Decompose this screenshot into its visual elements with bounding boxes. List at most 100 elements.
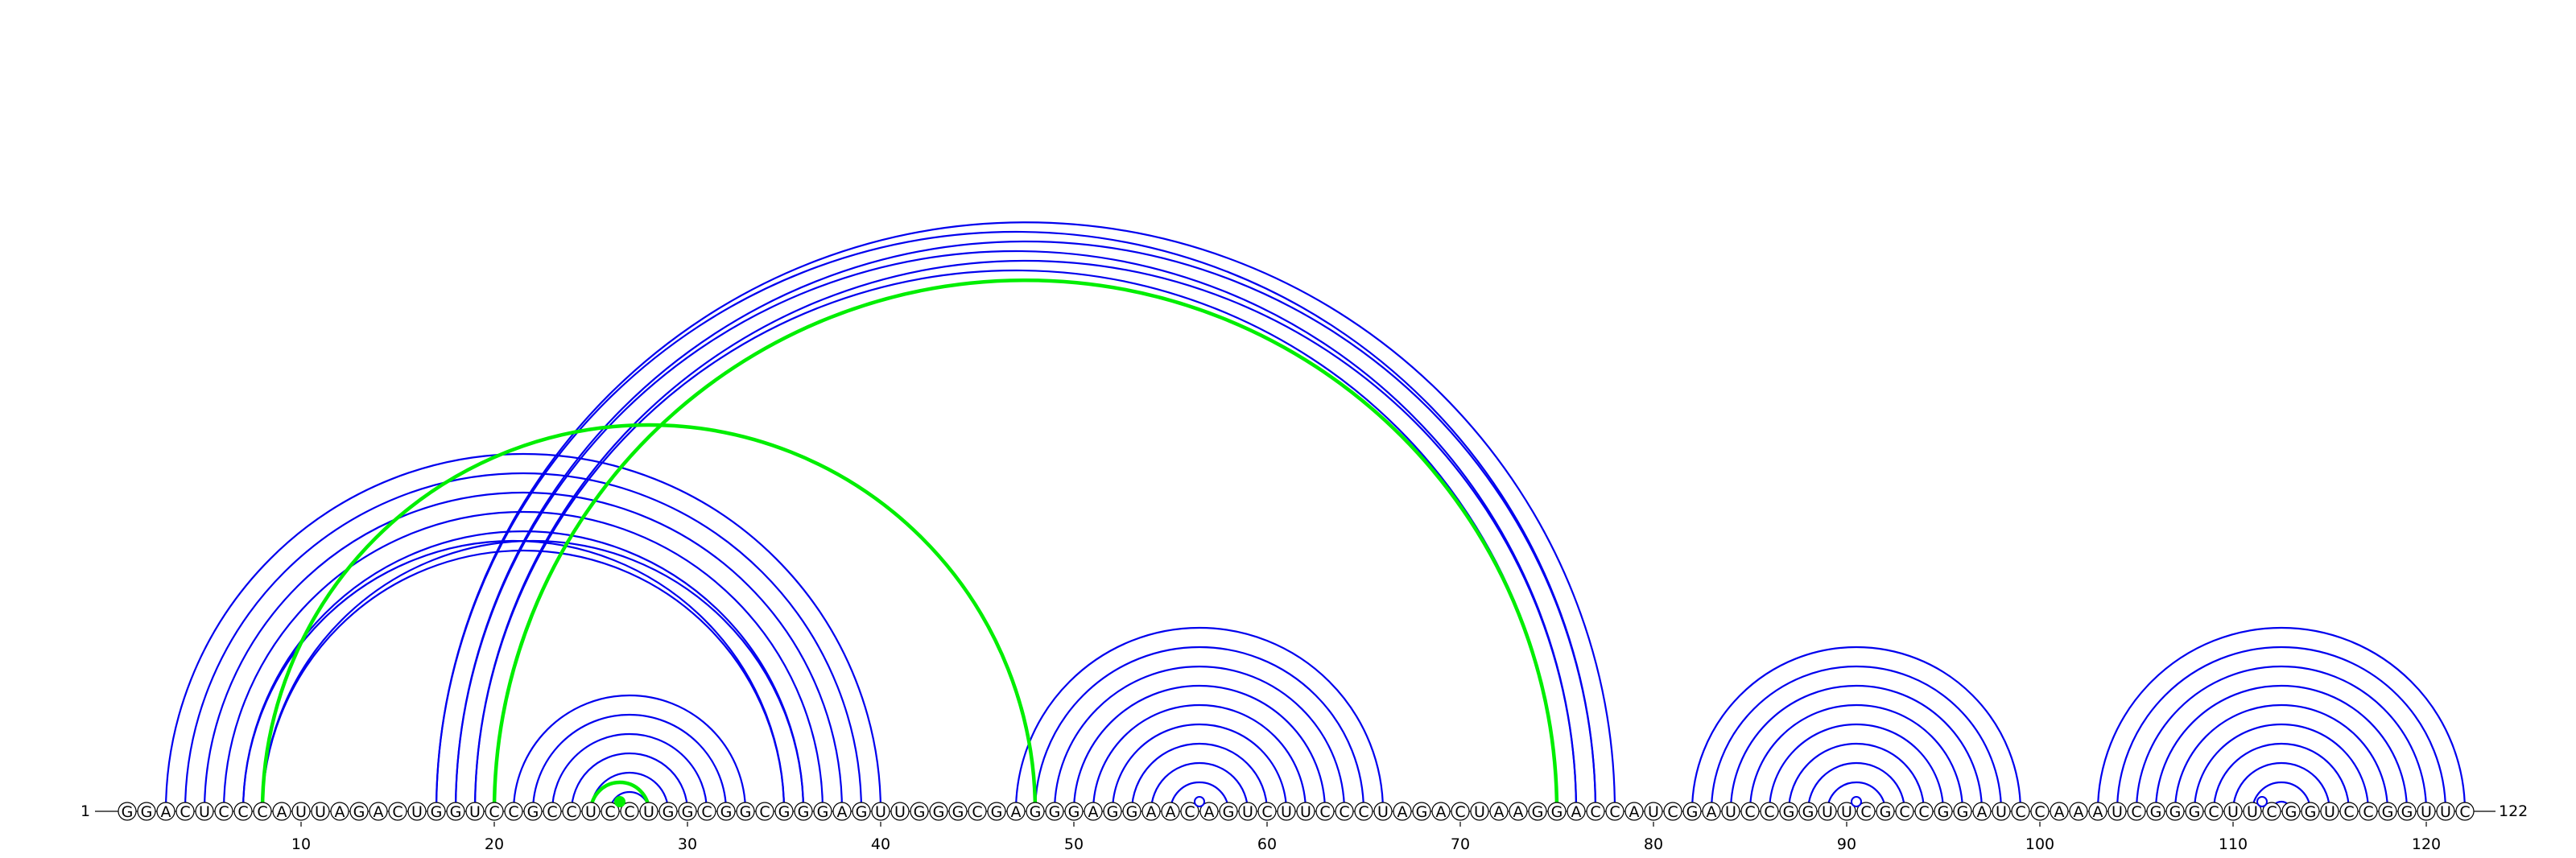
nucleotide-letter: A: [1204, 803, 1215, 821]
nucleotide-circle: [2436, 802, 2455, 821]
nucleotide-circle: [871, 802, 890, 821]
nucleotide-circle: [195, 802, 214, 821]
base-pair-arc: [2116, 646, 2447, 812]
nucleotide-circle: [1180, 802, 1199, 821]
nucleotide-circle: [2378, 802, 2397, 821]
nucleotide: G: [813, 802, 832, 821]
nucleotide: G: [2378, 802, 2397, 821]
nucleotide-letter: U: [2324, 803, 2335, 821]
nucleotide: A: [1972, 802, 1992, 821]
nucleotide-letter: A: [1436, 803, 1447, 821]
nucleotide-letter: C: [508, 803, 518, 821]
base-pair-arc: [2251, 781, 2312, 812]
nucleotide-circle: [1992, 802, 2011, 821]
nucleotide-letter: G: [2285, 803, 2297, 821]
base-pair-arc: [1169, 781, 1230, 812]
nucleotide-letter: C: [566, 803, 576, 821]
nucleotide: U: [195, 802, 214, 821]
base-pair-arc: [2135, 665, 2428, 812]
nucleotide: U: [311, 802, 330, 821]
arcs-layer: [164, 221, 2467, 812]
nucleotide-circle: [929, 802, 948, 821]
nucleotide: U: [871, 802, 890, 821]
nucleotide-circle: [2320, 802, 2339, 821]
nucleotide-letter: A: [1494, 803, 1505, 821]
nucleotide-letter: U: [1725, 803, 1736, 821]
loop-marker: [1851, 796, 1862, 807]
base-pair-arc: [1014, 626, 1385, 812]
nucleotide-letter: C: [1261, 803, 1272, 821]
nucleotide-letter: G: [1030, 803, 1042, 821]
nucleotide: U: [2243, 802, 2262, 821]
tick-label: 60: [1257, 835, 1277, 853]
nucleotide-circle: [446, 802, 465, 821]
nucleotide: C: [1335, 802, 1354, 821]
nucleotide-letter: G: [527, 803, 539, 821]
nucleotide: A: [1624, 802, 1644, 821]
nucleotide: G: [2165, 802, 2185, 821]
base-pair-arc: [261, 549, 786, 812]
nucleotide-circle: [2262, 802, 2281, 821]
nucleotide-circle: [2455, 802, 2475, 821]
nucleotide-letter: C: [1358, 803, 1368, 821]
base-pair-arc: [2193, 723, 2370, 812]
loop-marker: [1194, 796, 1205, 807]
nucleotide-circle: [2165, 802, 2185, 821]
nucleotide-circle: [137, 802, 156, 821]
nucleotide-circle: [987, 802, 1006, 821]
nucleotide-circle: [1335, 802, 1354, 821]
nucleotide-letter: G: [2305, 803, 2317, 821]
nucleotide-circle: [2281, 802, 2301, 821]
nucleotide: A: [1702, 802, 1721, 821]
nucleotide: C: [2127, 802, 2146, 821]
nucleotide-letter: C: [1319, 803, 1330, 821]
nucleotide-circle: [716, 802, 736, 821]
nucleotide-circle: [1393, 802, 1412, 821]
nucleotide: A: [330, 802, 349, 821]
nucleotide-circle: [562, 802, 581, 821]
nucleotide-circle: [736, 802, 755, 821]
nucleotide: C: [175, 802, 195, 821]
tick-label: 50: [1064, 835, 1084, 853]
nucleotide-circle: [1895, 802, 1914, 821]
nucleotide-circle: [1199, 802, 1219, 821]
nucleotide: C: [1354, 802, 1373, 821]
nucleotide-circle: [2146, 802, 2165, 821]
nucleotide: A: [2069, 802, 2088, 821]
nucleotide-letter: U: [2440, 803, 2451, 821]
nucleotide-letter: C: [2034, 803, 2045, 821]
nucleotide: C: [1895, 802, 1914, 821]
nucleotide-letter: A: [1571, 803, 1582, 821]
nucleotide-letter: C: [218, 803, 229, 821]
nucleotide-circle: [968, 802, 987, 821]
nucleotide: G: [1122, 802, 1141, 821]
nucleotide: G: [1876, 802, 1895, 821]
nucleotide: U: [890, 802, 910, 821]
nucleotide-letter: G: [1551, 803, 1563, 821]
base-pair-arc: [531, 713, 728, 812]
tick-label: 100: [2025, 835, 2054, 853]
base-pair-arc: [1111, 723, 1288, 812]
nucleotide-circle: [1818, 802, 1837, 821]
nucleotide-circle: [1876, 802, 1895, 821]
nucleotide: C: [233, 802, 253, 821]
nucleotide-circle: [1740, 802, 1760, 821]
nucleotide: G: [1528, 802, 1547, 821]
nucleotide: G: [118, 802, 137, 821]
nucleotide-circle: [794, 802, 813, 821]
base-pair-arc: [1787, 742, 1926, 812]
nucleotide: U: [2107, 802, 2127, 821]
nucleotide-circle: [1489, 802, 1509, 821]
nucleotide-letter: G: [663, 803, 675, 821]
nucleotide: G: [716, 802, 736, 821]
nucleotide-circle: [1296, 802, 1315, 821]
nucleotide-letter: C: [489, 803, 499, 821]
nucleotide-letter: U: [1474, 803, 1485, 821]
nucleotide-letter: C: [1609, 803, 1620, 821]
nucleotide: G: [1953, 802, 1972, 821]
pseudoknot-arc: [492, 278, 1559, 812]
nucleotide: G: [523, 802, 543, 821]
nucleotide-circle: [2301, 802, 2320, 821]
nucleotide-circle: [1026, 802, 1045, 821]
nucleotide-letter: G: [1223, 803, 1235, 821]
